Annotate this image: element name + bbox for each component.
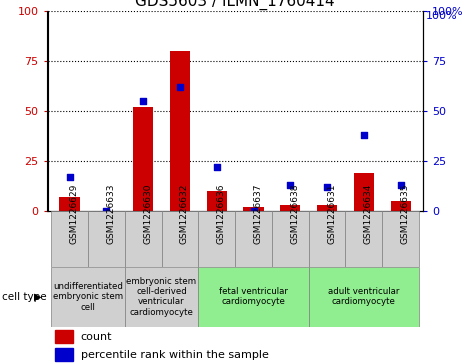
Bar (59, 196, 80, 211)
Bar (345, 211, 382, 267)
Bar (55, 348, 73, 361)
Bar (280, 205, 300, 211)
Text: count: count (81, 332, 112, 342)
Text: undifferentiated
embryonic stem
cell: undifferentiated embryonic stem cell (53, 282, 123, 312)
Bar (88, 211, 125, 267)
Bar (382, 211, 419, 267)
Bar (125, 267, 199, 327)
Bar (354, 172, 374, 211)
Point (66, 174, 73, 179)
Text: GSM1226631: GSM1226631 (327, 183, 336, 244)
Text: adult ventricular
cardiomyocyte: adult ventricular cardiomyocyte (328, 287, 399, 306)
Bar (390, 200, 411, 211)
Text: fetal ventricular
cardiomyocyte: fetal ventricular cardiomyocyte (219, 287, 288, 306)
Bar (309, 211, 345, 267)
Point (286, 182, 294, 187)
Text: cell type: cell type (2, 292, 47, 302)
Bar (243, 207, 264, 211)
Text: GSM1226638: GSM1226638 (290, 183, 299, 244)
Bar (207, 191, 227, 211)
Text: GSM1226634: GSM1226634 (364, 183, 373, 244)
Point (250, 208, 257, 213)
Bar (317, 205, 337, 211)
Point (323, 184, 331, 189)
Text: GSM1226636: GSM1226636 (217, 183, 226, 244)
Text: GSM1226632: GSM1226632 (180, 183, 189, 244)
Text: GSM1226629: GSM1226629 (69, 183, 78, 244)
Point (213, 164, 220, 170)
Bar (51, 211, 88, 267)
Bar (170, 51, 190, 211)
Bar (309, 267, 419, 327)
Bar (162, 211, 199, 267)
Point (139, 98, 147, 103)
Point (360, 132, 368, 138)
Bar (133, 107, 153, 211)
Title: GDS5603 / ILMN_1760414: GDS5603 / ILMN_1760414 (135, 0, 335, 9)
Point (103, 208, 110, 213)
Text: 100%: 100% (426, 11, 457, 21)
Bar (235, 211, 272, 267)
Text: GSM1226637: GSM1226637 (254, 183, 263, 244)
Text: GSM1226630: GSM1226630 (143, 183, 152, 244)
Bar (125, 211, 162, 267)
Bar (55, 330, 73, 343)
Text: percentile rank within the sample: percentile rank within the sample (81, 350, 268, 360)
Text: embryonic stem
cell-derived
ventricular
cardiomyocyte: embryonic stem cell-derived ventricular … (126, 277, 197, 317)
Text: GSM1226633: GSM1226633 (106, 183, 115, 244)
Bar (51, 267, 125, 327)
Point (176, 84, 184, 90)
Bar (199, 211, 235, 267)
Point (397, 182, 405, 187)
Text: GSM1226635: GSM1226635 (401, 183, 409, 244)
Bar (272, 211, 309, 267)
Bar (199, 267, 309, 327)
Text: ▶: ▶ (34, 292, 41, 302)
